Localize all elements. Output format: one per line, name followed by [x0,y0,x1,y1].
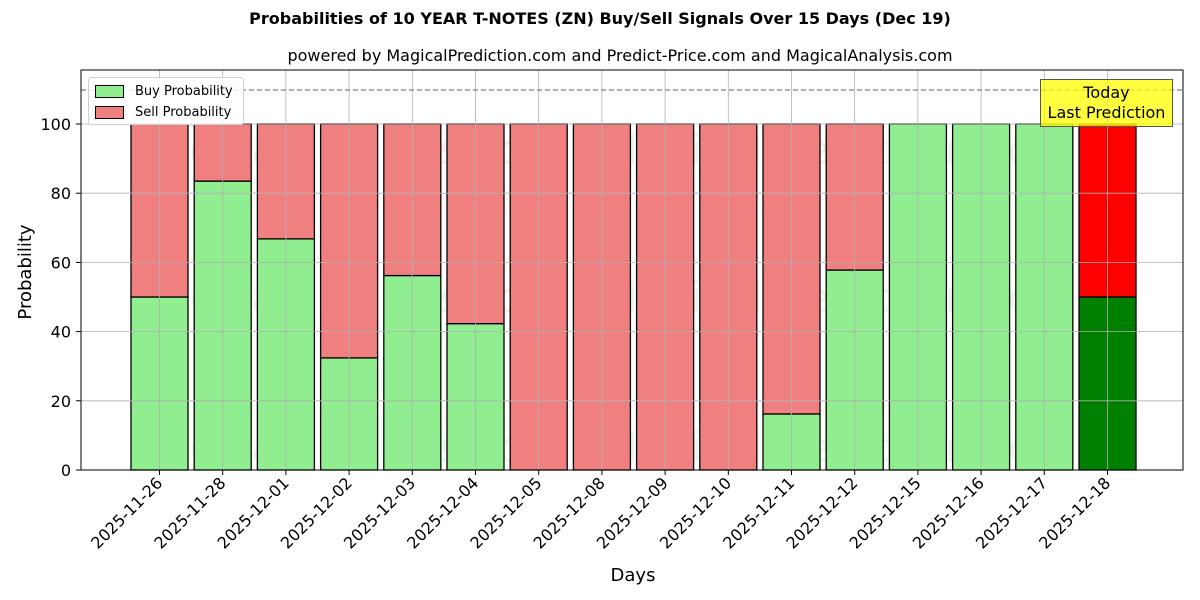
sell-swatch-icon [95,105,124,119]
y-tick-label: 80 [51,184,71,203]
annotation-line-2: Last Prediction [1047,103,1166,122]
plot-frame [80,69,1184,471]
legend-sell-label: Sell Probability [135,104,232,120]
legend-item-sell: Sell Probability [95,104,231,120]
y-tick-label: 20 [51,392,71,411]
legend-buy-label: Buy Probability [135,83,233,99]
y-tick-label: 60 [51,253,71,272]
y-tick-label: 40 [51,323,71,342]
annotation-line-1: Today [1083,83,1130,102]
y-tick-label: 100 [40,115,71,134]
y-tick-label: 0 [61,461,71,480]
chart-title: Probabilities of 10 YEAR T-NOTES (ZN) Bu… [249,9,951,28]
chart-subtitle: powered by MagicalPrediction.com and Pre… [287,46,953,65]
y-axis-ticks: 0 20 40 60 80 100 [40,115,81,480]
y-axis-label: Probability [15,224,36,319]
buy-swatch-icon [95,84,124,98]
x-axis-ticks: 2025-11-262025-11-282025-12-012025-12-02… [87,470,1114,553]
legend-item-buy: Buy Probability [95,83,233,99]
legend: Buy Probability Sell Probability [88,77,244,125]
today-annotation: Today Last Prediction [1040,79,1173,127]
gridlines [81,70,1183,471]
x-axis-label: Days [611,565,656,586]
